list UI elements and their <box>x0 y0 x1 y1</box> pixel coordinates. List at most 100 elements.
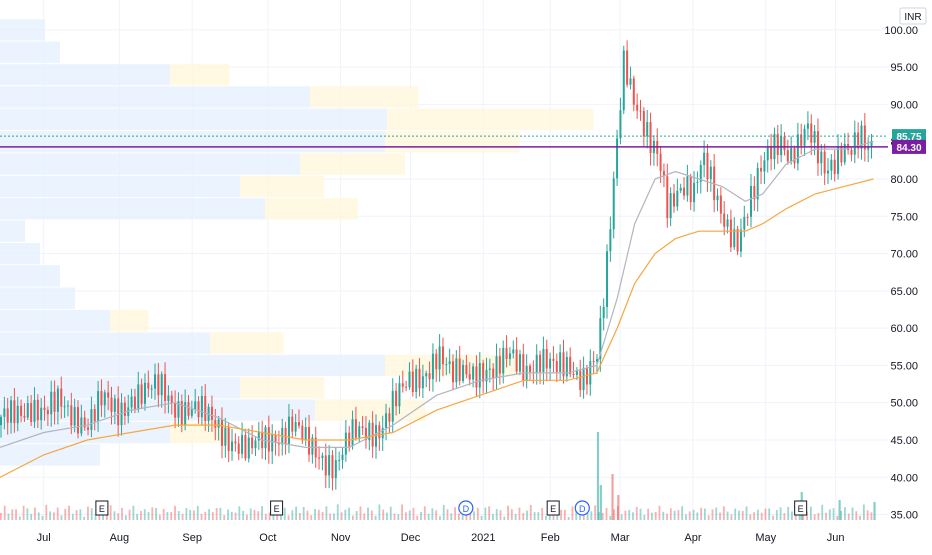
volume-bar <box>832 508 835 520</box>
currency-label[interactable]: INR <box>904 12 921 23</box>
candle-body <box>13 400 16 424</box>
candle-body <box>840 146 843 163</box>
volume-bar <box>374 515 377 520</box>
price-badge-label: 84.30 <box>896 143 921 154</box>
volume-bar <box>49 511 52 520</box>
volume-bar <box>862 504 865 520</box>
y-tick-label[interactable]: 50.00 <box>890 398 918 410</box>
y-tick-label[interactable]: 65.00 <box>890 286 918 298</box>
x-tick-label[interactable]: Jun <box>827 532 845 544</box>
volume-bar <box>185 508 188 520</box>
candle-body <box>435 353 438 370</box>
volume-bar <box>412 507 415 520</box>
x-axis[interactable]: Jul Aug Sep Oct Nov Dec 2021 Feb Mar Apr May Jun <box>37 532 845 544</box>
y-tick-label[interactable]: 35.00 <box>890 510 918 522</box>
candle-body <box>257 432 260 441</box>
volume-bar <box>234 512 237 520</box>
candle-body <box>719 195 722 214</box>
volume-bar <box>749 514 752 520</box>
x-tick-label[interactable]: Apr <box>684 532 701 544</box>
candle-body <box>53 391 56 412</box>
volume-bar <box>457 513 460 520</box>
y-tick-label[interactable]: 100.00 <box>884 25 918 37</box>
candle-body <box>16 405 19 424</box>
volume-bar <box>730 514 733 520</box>
candle-body <box>448 361 451 365</box>
x-tick-label[interactable]: Mar <box>611 532 630 544</box>
volume-bar <box>105 511 108 520</box>
candle-body <box>870 140 873 146</box>
candle-body <box>478 363 481 388</box>
volume-profile-row <box>0 153 300 175</box>
y-tick-label[interactable]: 90.00 <box>890 99 918 111</box>
y-tick-label[interactable]: 95.00 <box>890 62 918 74</box>
volume-profile-row <box>0 108 387 130</box>
candle-body <box>729 219 732 248</box>
volume-bar <box>480 515 483 520</box>
volume-bar <box>238 506 241 520</box>
candle-body <box>529 365 532 372</box>
x-tick-label[interactable]: Oct <box>259 532 276 544</box>
volume-bar <box>174 505 176 520</box>
volume-bar <box>162 508 165 520</box>
y-tick-label[interactable]: 55.00 <box>890 360 918 372</box>
volume-bar <box>632 512 634 520</box>
volume-bar <box>685 514 687 520</box>
candle-body <box>220 419 223 446</box>
candle-body <box>602 306 605 319</box>
x-tick-label[interactable]: Feb <box>541 532 560 544</box>
volume-bar <box>264 513 267 520</box>
volume-bar <box>348 507 351 520</box>
candle-body <box>46 409 49 415</box>
volume-bar <box>726 511 729 520</box>
volume-bar <box>541 507 544 520</box>
candle-body <box>308 427 311 455</box>
volume-bar <box>18 516 21 520</box>
x-tick-label[interactable]: Aug <box>110 532 130 544</box>
candle-body <box>666 176 669 219</box>
x-tick-label[interactable]: 2021 <box>471 532 495 544</box>
volume-bar <box>420 511 422 520</box>
candle-body <box>455 358 458 383</box>
y-tick-label[interactable]: 45.00 <box>890 435 918 447</box>
y-tick-label[interactable]: 75.00 <box>890 211 918 223</box>
volume-bar <box>94 514 97 520</box>
volume-bar-spike <box>611 474 614 520</box>
candle-body <box>70 405 73 426</box>
volume-profile-row <box>0 19 45 41</box>
volume-bar <box>423 506 426 520</box>
y-tick-label[interactable]: 40.00 <box>890 472 918 484</box>
volume-profile-row-highlight <box>385 131 520 153</box>
candle-body <box>117 398 120 426</box>
volume-bar <box>317 509 320 520</box>
candle-body <box>833 159 836 174</box>
volume-bar <box>215 508 218 520</box>
x-tick-label[interactable]: Dec <box>401 532 421 544</box>
currency-label-group[interactable]: INR <box>899 7 927 25</box>
volume-bar <box>427 513 430 520</box>
y-tick-label[interactable]: 60.00 <box>890 323 918 335</box>
candle-body <box>127 407 130 416</box>
currency-label-box[interactable] <box>899 7 927 25</box>
volume-profile-row <box>0 242 40 265</box>
candle-body <box>341 454 344 460</box>
x-tick-label[interactable]: Nov <box>331 532 351 544</box>
volume-bar <box>211 512 214 520</box>
candle-body <box>786 150 789 162</box>
volume-bar <box>753 512 755 520</box>
candle-body <box>539 354 542 372</box>
candle-body <box>545 348 548 369</box>
x-tick-label[interactable]: Jul <box>37 532 51 544</box>
x-tick-label[interactable]: Sep <box>182 532 202 544</box>
candle-body <box>522 354 525 382</box>
volume-bar <box>155 507 157 520</box>
moving-averages <box>0 141 874 478</box>
volume-bar <box>351 515 354 520</box>
x-tick-label[interactable]: May <box>755 532 776 544</box>
y-tick-label[interactable]: 80.00 <box>890 174 918 186</box>
volume-bar <box>204 511 207 520</box>
y-tick-label[interactable]: 70.00 <box>890 249 918 261</box>
candle-body <box>395 390 398 407</box>
candle-body <box>569 356 572 375</box>
